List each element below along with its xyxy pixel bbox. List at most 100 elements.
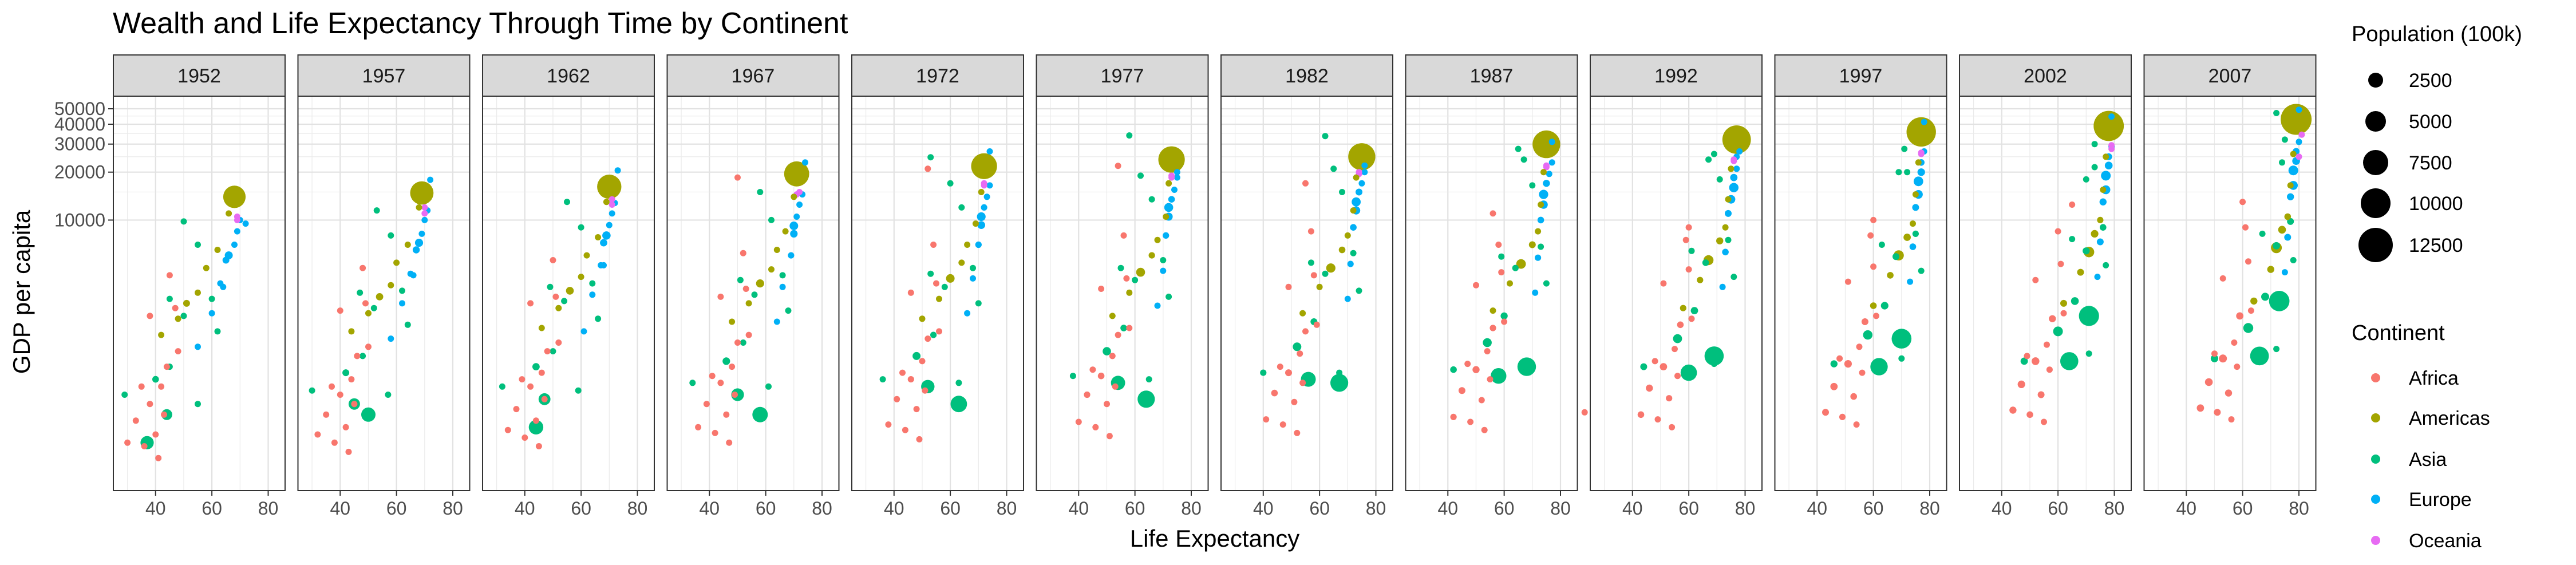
data-point-africa [919, 358, 926, 365]
data-point-africa [907, 289, 914, 296]
data-point-europe [1163, 232, 1170, 239]
panel-border [1405, 96, 1578, 491]
data-point-americas [2267, 266, 2274, 273]
data-point-americas [578, 274, 584, 280]
data-point-africa [2060, 310, 2067, 317]
color-legend-title: Continent [2352, 321, 2445, 345]
data-point-americas [782, 228, 789, 235]
data-point-africa [555, 339, 562, 346]
data-point-americas [972, 220, 979, 227]
color-legend-label: Europe [2409, 489, 2472, 511]
data-point-asia [404, 321, 411, 328]
panel-background [2144, 96, 2316, 491]
data-point-americas [175, 315, 181, 322]
data-point-africa [1685, 224, 1692, 231]
data-point-americas [1299, 310, 1306, 317]
data-point-africa [2247, 307, 2254, 314]
facet-panel-1962: 1962 40 60 80 [482, 54, 655, 519]
data-point-africa [2044, 341, 2050, 348]
data-point-asia [195, 242, 201, 248]
data-point-asia [927, 270, 934, 277]
data-point-africa [1873, 313, 1879, 319]
data-point-africa [1836, 355, 1843, 362]
data-point-africa [166, 272, 173, 279]
data-point-asia [595, 315, 602, 322]
facet-panel-1982: 1982 40 60 80 [1220, 54, 1393, 519]
size-legend-key [2363, 150, 2388, 175]
grid-lines [667, 96, 839, 491]
y-tick-label: 20000 [54, 162, 105, 183]
data-point-africa [2055, 228, 2061, 235]
data-point-americas [791, 193, 797, 200]
data-point-africa [1646, 384, 1653, 392]
data-point-africa [712, 429, 718, 436]
size-legend-label: 10000 [2409, 193, 2463, 215]
data-point-africa [1473, 282, 1479, 289]
data-point-europe [975, 242, 982, 248]
data-point-europe [242, 220, 249, 227]
data-point-asia [768, 216, 775, 223]
data-point-americas [1528, 241, 1536, 248]
data-point-asia [1878, 242, 1885, 248]
facet-strip-label: 1962 [547, 65, 590, 87]
data-point-asia [2243, 323, 2254, 333]
data-point-europe [234, 228, 240, 235]
data-point-africa [1844, 360, 1852, 368]
data-point-europe [399, 300, 405, 307]
data-point-europe [1733, 165, 1740, 172]
size-legend-key [2358, 228, 2393, 262]
data-point-oceania [609, 201, 615, 208]
data-point-africa [362, 300, 369, 307]
data-point-africa [1307, 228, 1314, 235]
data-point-asia [2020, 357, 2028, 365]
data-point-africa [936, 328, 942, 335]
data-point-asia [370, 305, 377, 311]
data-point-asia [2079, 306, 2099, 326]
data-point-africa [2057, 260, 2064, 267]
data-point-africa [2069, 201, 2076, 208]
data-point-africa [1839, 413, 1846, 421]
data-point-africa [924, 165, 931, 172]
facet-panel-1952: 1952 40 60 80 [113, 54, 286, 519]
data-point-asia [879, 376, 886, 383]
data-point-africa [342, 424, 349, 430]
data-point-africa [1861, 318, 1868, 325]
data-point-americas [388, 282, 394, 289]
data-point-asia [2273, 110, 2280, 116]
data-point-africa [1682, 236, 1689, 243]
data-point-africa [1450, 413, 1457, 421]
data-point-africa [913, 406, 920, 413]
data-point-asia [1512, 264, 1519, 271]
x-tick-label: 80 [1550, 498, 1571, 519]
data-point-asia [2053, 326, 2063, 337]
data-point-africa [1115, 331, 1121, 338]
x-tick-label: 40 [884, 498, 904, 519]
data-point-europe [600, 239, 607, 247]
data-point-americas [1697, 276, 1704, 283]
data-point-africa [1822, 409, 1829, 416]
data-point-africa [359, 264, 366, 271]
data-point-africa [1302, 328, 1309, 335]
data-point-europe [1548, 139, 1555, 145]
data-point-asia [1339, 189, 1345, 195]
data-point-europe [1907, 278, 1914, 285]
data-point-africa [1123, 275, 1130, 282]
grid-lines [113, 96, 285, 491]
grid-lines [2144, 96, 2316, 491]
data-point-asia [1356, 287, 1362, 294]
data-point-europe [802, 159, 808, 166]
data-point-americas [583, 252, 590, 259]
data-point-asia [1069, 373, 1076, 380]
size-legend-item: 10000 [2361, 188, 2463, 218]
data-point-africa [1291, 398, 1298, 405]
data-point-asia [1145, 376, 1152, 383]
data-point-africa [2009, 406, 2017, 414]
data-point-asia [1498, 253, 1505, 260]
data-point-americas [1887, 272, 1894, 279]
data-point-europe [208, 310, 215, 317]
data-point-americas [223, 185, 246, 208]
data-point-asia [1702, 259, 1709, 266]
data-point-africa [933, 280, 939, 287]
facet-strip [1405, 54, 1578, 97]
data-point-americas [2093, 110, 2124, 141]
